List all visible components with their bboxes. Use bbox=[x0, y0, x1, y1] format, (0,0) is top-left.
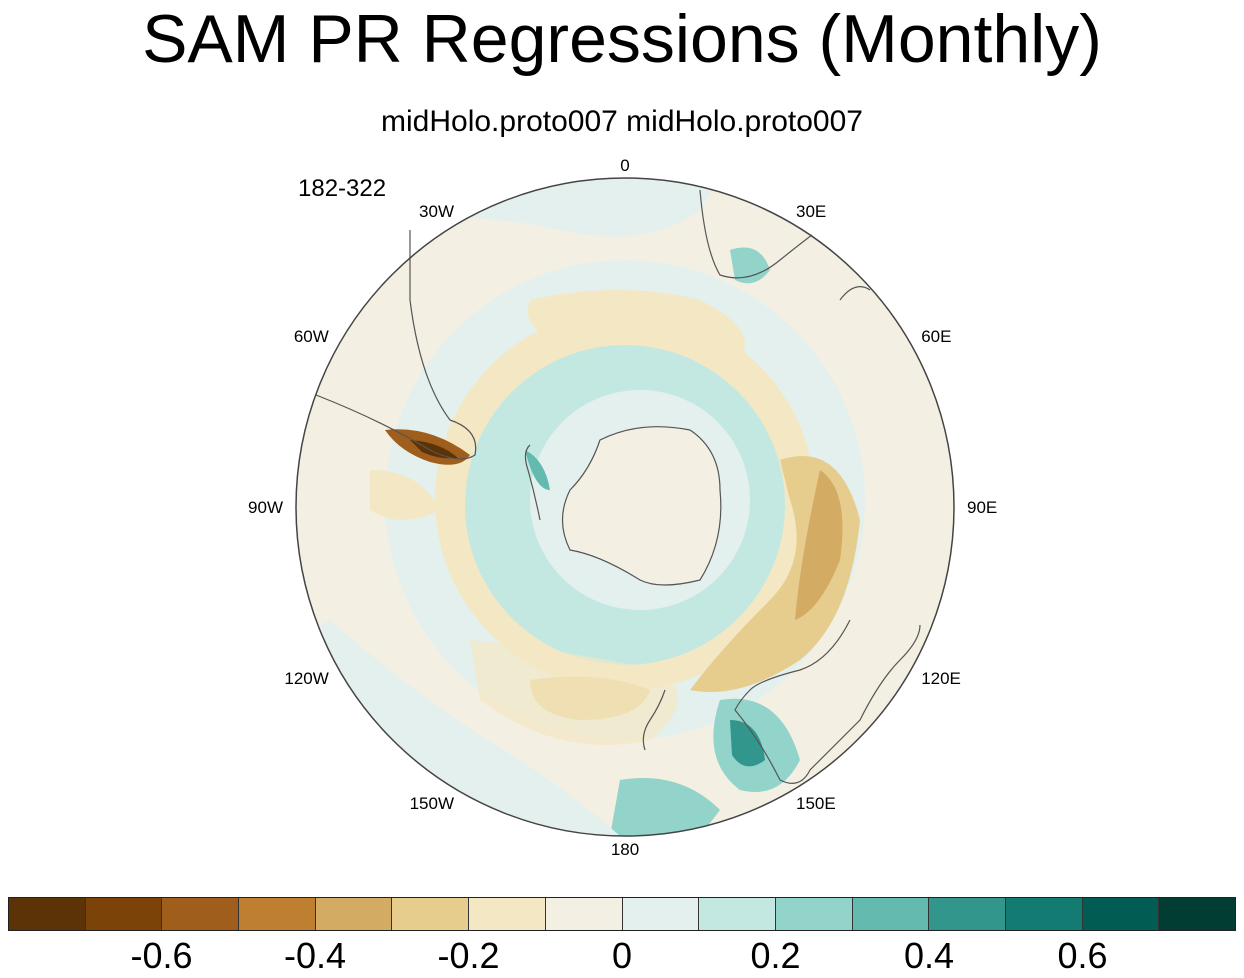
colorbar-swatch bbox=[699, 898, 776, 930]
colorbar-swatch bbox=[469, 898, 546, 930]
west-tan-patch bbox=[370, 470, 440, 520]
peninsula-teal bbox=[525, 450, 550, 490]
madagascar-coast bbox=[839, 286, 871, 301]
colorbar-label: 0 bbox=[611, 935, 633, 976]
colorbar-swatch bbox=[162, 898, 240, 930]
peninsula-coast bbox=[524, 444, 541, 521]
longitude-label-90e: 90E bbox=[967, 498, 997, 517]
colorbar-label: 0.2 bbox=[750, 935, 801, 976]
colorbar-swatch bbox=[85, 898, 163, 930]
colorbar-label: -0.4 bbox=[283, 935, 347, 976]
period-label: 182-322 bbox=[298, 175, 387, 202]
africa-coast bbox=[699, 189, 813, 279]
longitude-label-0: 0 bbox=[620, 156, 629, 175]
chart-subtitle: midHolo.proto007 midHolo.proto007 bbox=[381, 105, 863, 138]
colorbar-labels: -0.6 -0.4 -0.2 0 0.2 0.4 0.6 bbox=[8, 936, 1236, 978]
colorbar bbox=[8, 897, 1236, 931]
coastlines bbox=[315, 189, 921, 784]
antarctica-interior bbox=[562, 426, 721, 585]
colorbar-swatch bbox=[1082, 898, 1160, 930]
colorbar-swatch bbox=[545, 898, 623, 930]
colorbar-label: 0.6 bbox=[1057, 935, 1108, 976]
colorbar-swatch bbox=[239, 898, 316, 930]
colorbar-swatch bbox=[9, 898, 86, 930]
colorbar-label: 0.4 bbox=[903, 935, 955, 976]
north-light-tan-band bbox=[528, 290, 745, 360]
longitude-label-150w: 150W bbox=[410, 794, 454, 813]
map-fields bbox=[296, 178, 954, 836]
australia-coast bbox=[734, 619, 921, 784]
colorbar-swatch bbox=[315, 898, 393, 930]
south-teal-patch bbox=[610, 778, 720, 836]
longitude-label-120w: 120W bbox=[284, 669, 328, 688]
antarctica-coast bbox=[561, 426, 722, 586]
new-zealand-coast bbox=[642, 689, 666, 751]
longitude-labels: 0 30E 60E 90E 120E 150E 180 150W 120W 90W 60W 30W bbox=[248, 156, 997, 859]
colorbar-swatch bbox=[852, 898, 930, 930]
south-america-coast bbox=[315, 230, 477, 460]
longitude-label-30w: 30W bbox=[419, 202, 454, 221]
colorbar-swatch bbox=[622, 898, 700, 930]
colorbar-label: -0.2 bbox=[437, 935, 500, 976]
colorbar-swatch bbox=[1005, 898, 1083, 930]
longitude-label-60w: 60W bbox=[294, 327, 329, 346]
map-border bbox=[295, 177, 955, 837]
longitude-label-60e: 60E bbox=[921, 327, 951, 346]
chart-title: SAM PR Regressions (Monthly) bbox=[142, 1, 1102, 77]
longitude-label-90w: 90W bbox=[248, 498, 283, 517]
southeast-teal-core bbox=[730, 720, 765, 767]
longitude-label-120e: 120E bbox=[921, 669, 961, 688]
longitude-label-30e: 30E bbox=[796, 202, 826, 221]
colorbar-swatch bbox=[1159, 898, 1235, 930]
longitude-label-180: 180 bbox=[611, 840, 639, 859]
colorbar-swatch bbox=[929, 898, 1006, 930]
africa-teal-blob bbox=[730, 247, 770, 284]
east-tan-core bbox=[795, 470, 843, 620]
polar-map: 0 30E 60E 90E 120E 150E 180 150W 120W 90W 60W 30W bbox=[248, 156, 997, 859]
colorbar-swatch bbox=[392, 898, 470, 930]
longitude-label-150e: 150E bbox=[796, 794, 836, 813]
colorbar-swatch bbox=[775, 898, 853, 930]
colorbar-label: -0.6 bbox=[130, 935, 193, 976]
south-light-tan-band bbox=[470, 640, 678, 745]
